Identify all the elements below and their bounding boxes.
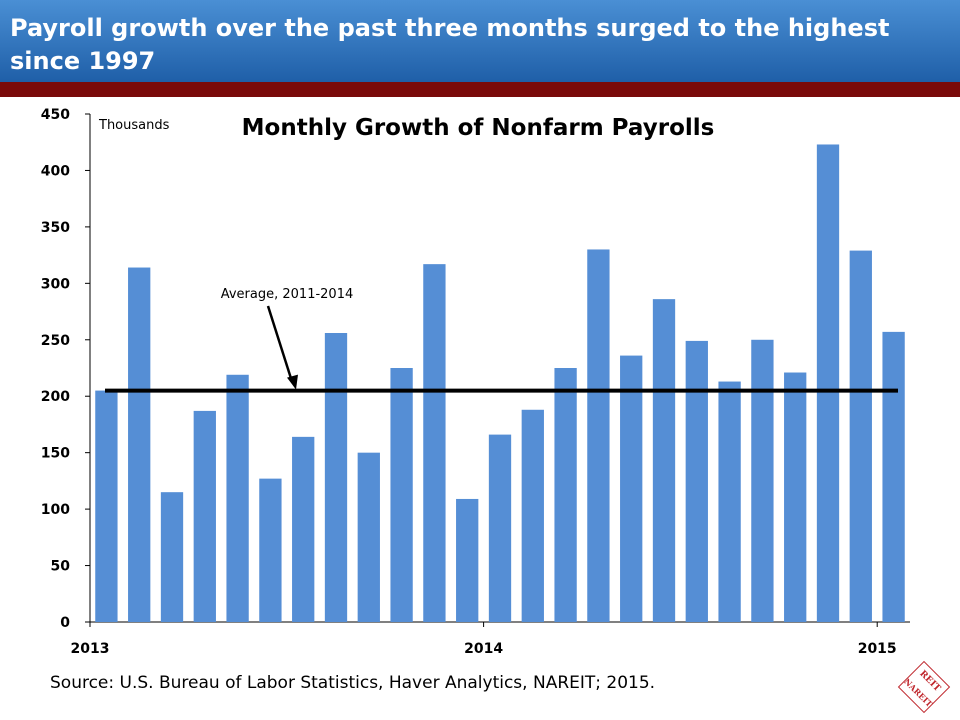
average-line-label: Average, 2011-2014 xyxy=(221,287,354,302)
bar-2013-11 xyxy=(423,264,446,622)
bar-2014-10 xyxy=(784,372,807,622)
bar-2014-05 xyxy=(620,355,643,622)
x-tick-label: 2013 xyxy=(71,641,110,657)
bar-2014-09 xyxy=(751,339,774,622)
y-tick-label: 450 xyxy=(41,107,70,123)
bar-2013-08 xyxy=(324,333,348,622)
bar-2013-06 xyxy=(259,478,282,622)
y-tick-label: 400 xyxy=(41,163,70,179)
bar-2013-10 xyxy=(390,368,413,622)
y-tick-label: 100 xyxy=(41,502,70,518)
y-tick-label: 350 xyxy=(41,220,70,236)
bar-2013-01 xyxy=(95,390,118,622)
header-stripe xyxy=(0,82,960,97)
chart-title: Monthly Growth of Nonfarm Payrolls xyxy=(242,115,715,141)
bar-2014-07 xyxy=(685,340,708,622)
bar-2014-01 xyxy=(488,434,512,622)
average-line-group: Average, 2011-2014 xyxy=(105,287,898,393)
axes: 0 50 100 150 200 250 300 350 400 450 2013 2014 2015 xyxy=(41,107,910,657)
bar-2014-12 xyxy=(849,250,872,622)
bar-2013-12 xyxy=(456,498,479,622)
slide-title: Payroll growth over the past three month… xyxy=(10,14,890,75)
bar-2014-02 xyxy=(521,409,544,622)
bar-2013-03 xyxy=(160,492,184,622)
x-tick-label: 2014 xyxy=(464,641,503,657)
header-bar: Payroll growth over the past three month… xyxy=(0,0,960,82)
bar-2013-04 xyxy=(193,410,216,622)
y-tick-label: 50 xyxy=(51,559,71,575)
bar-2014-04 xyxy=(587,249,610,622)
unit-label: Thousands xyxy=(98,118,170,133)
y-tick-label: 300 xyxy=(41,276,70,292)
source-note: Source: U.S. Bureau of Labor Statistics,… xyxy=(50,673,656,693)
bar-2013-05 xyxy=(226,374,249,622)
average-arrow-head xyxy=(287,374,298,390)
y-tick-label: 200 xyxy=(41,389,70,405)
bar-2013-02 xyxy=(128,267,151,622)
bar-2013-09 xyxy=(357,452,380,622)
bar-chart: Monthly Growth of Nonfarm Payrolls Thous… xyxy=(41,107,910,657)
bars xyxy=(95,144,905,623)
bar-2014-08 xyxy=(718,381,741,622)
y-tick-label: 250 xyxy=(41,333,70,349)
nareit-logo: REIT NAREIT xyxy=(897,660,951,714)
bar-2014-03 xyxy=(554,368,577,622)
bar-2014-06 xyxy=(652,299,676,622)
x-tick-label: 2015 xyxy=(858,641,897,657)
y-tick-label: 150 xyxy=(41,446,70,462)
bar-2013-07 xyxy=(292,436,315,622)
average-arrow-shaft xyxy=(266,305,294,382)
bar-2014-11 xyxy=(816,144,840,623)
bar-2015-01 xyxy=(882,331,905,622)
y-tick-label: 0 xyxy=(60,615,70,631)
